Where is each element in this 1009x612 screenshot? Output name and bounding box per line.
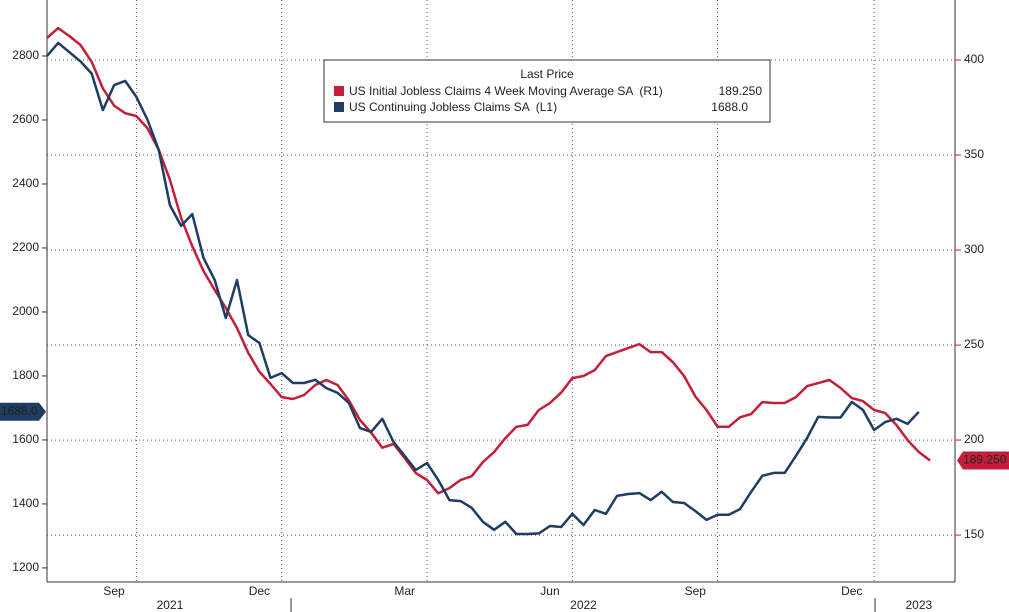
legend-title: Last Price [520,67,574,81]
y2-tick-label: 250 [964,337,984,351]
y-tick-label: 2800 [12,48,39,62]
y-tick-label: 2000 [12,304,39,318]
legend-label: US Continuing Jobless Claims SA (L1) [349,100,557,114]
y-tick-label: 1400 [12,496,39,510]
y-tick-label: 2200 [12,240,39,254]
tag-label: 1688.0 [1,404,38,418]
legend: Last Price US Initial Jobless Claims 4 W… [323,59,771,123]
year-label: 2023 [905,598,932,612]
last-value-tag: 1688.0 [0,402,46,421]
legend-swatch [334,102,344,112]
tag-shape [0,402,46,421]
x-tick-label: Mar [394,584,415,598]
legend-value: 189.250 [719,84,763,98]
y2-tick-label: 200 [964,432,984,446]
x-tick-label: Dec [841,584,862,598]
year-label: 2021 [157,598,184,612]
y2-tick-label: 400 [964,52,984,66]
x-tick-label: Sep [103,584,125,598]
series-line [46,26,931,495]
y-tick-label: 1600 [12,432,39,446]
x-tick-label: Sep [685,584,707,598]
series-line [46,41,920,536]
y2-tick-label: 150 [964,527,984,541]
tag-label: 189.250 [963,453,1007,467]
y-tick-label: 2600 [12,112,39,126]
y-tick-label: 1200 [12,560,39,574]
tag-shape [957,451,1009,470]
x-tick-label: Dec [249,584,270,598]
year-label: 2022 [570,598,597,612]
y2-tick-label: 350 [964,147,984,161]
y2-tick-label: 300 [964,242,984,256]
x-tick-label: Jun [540,584,559,598]
y-tick-label: 1800 [12,368,39,382]
legend-label: US Initial Jobless Claims 4 Week Moving … [349,84,663,98]
y-tick-label: 2400 [12,176,39,190]
legend-box [323,59,771,123]
legend-swatch [334,86,344,96]
legend-value: 1688.0 [711,100,748,114]
last-value-tag: 189.250 [957,451,1009,470]
plot-area [46,0,955,582]
